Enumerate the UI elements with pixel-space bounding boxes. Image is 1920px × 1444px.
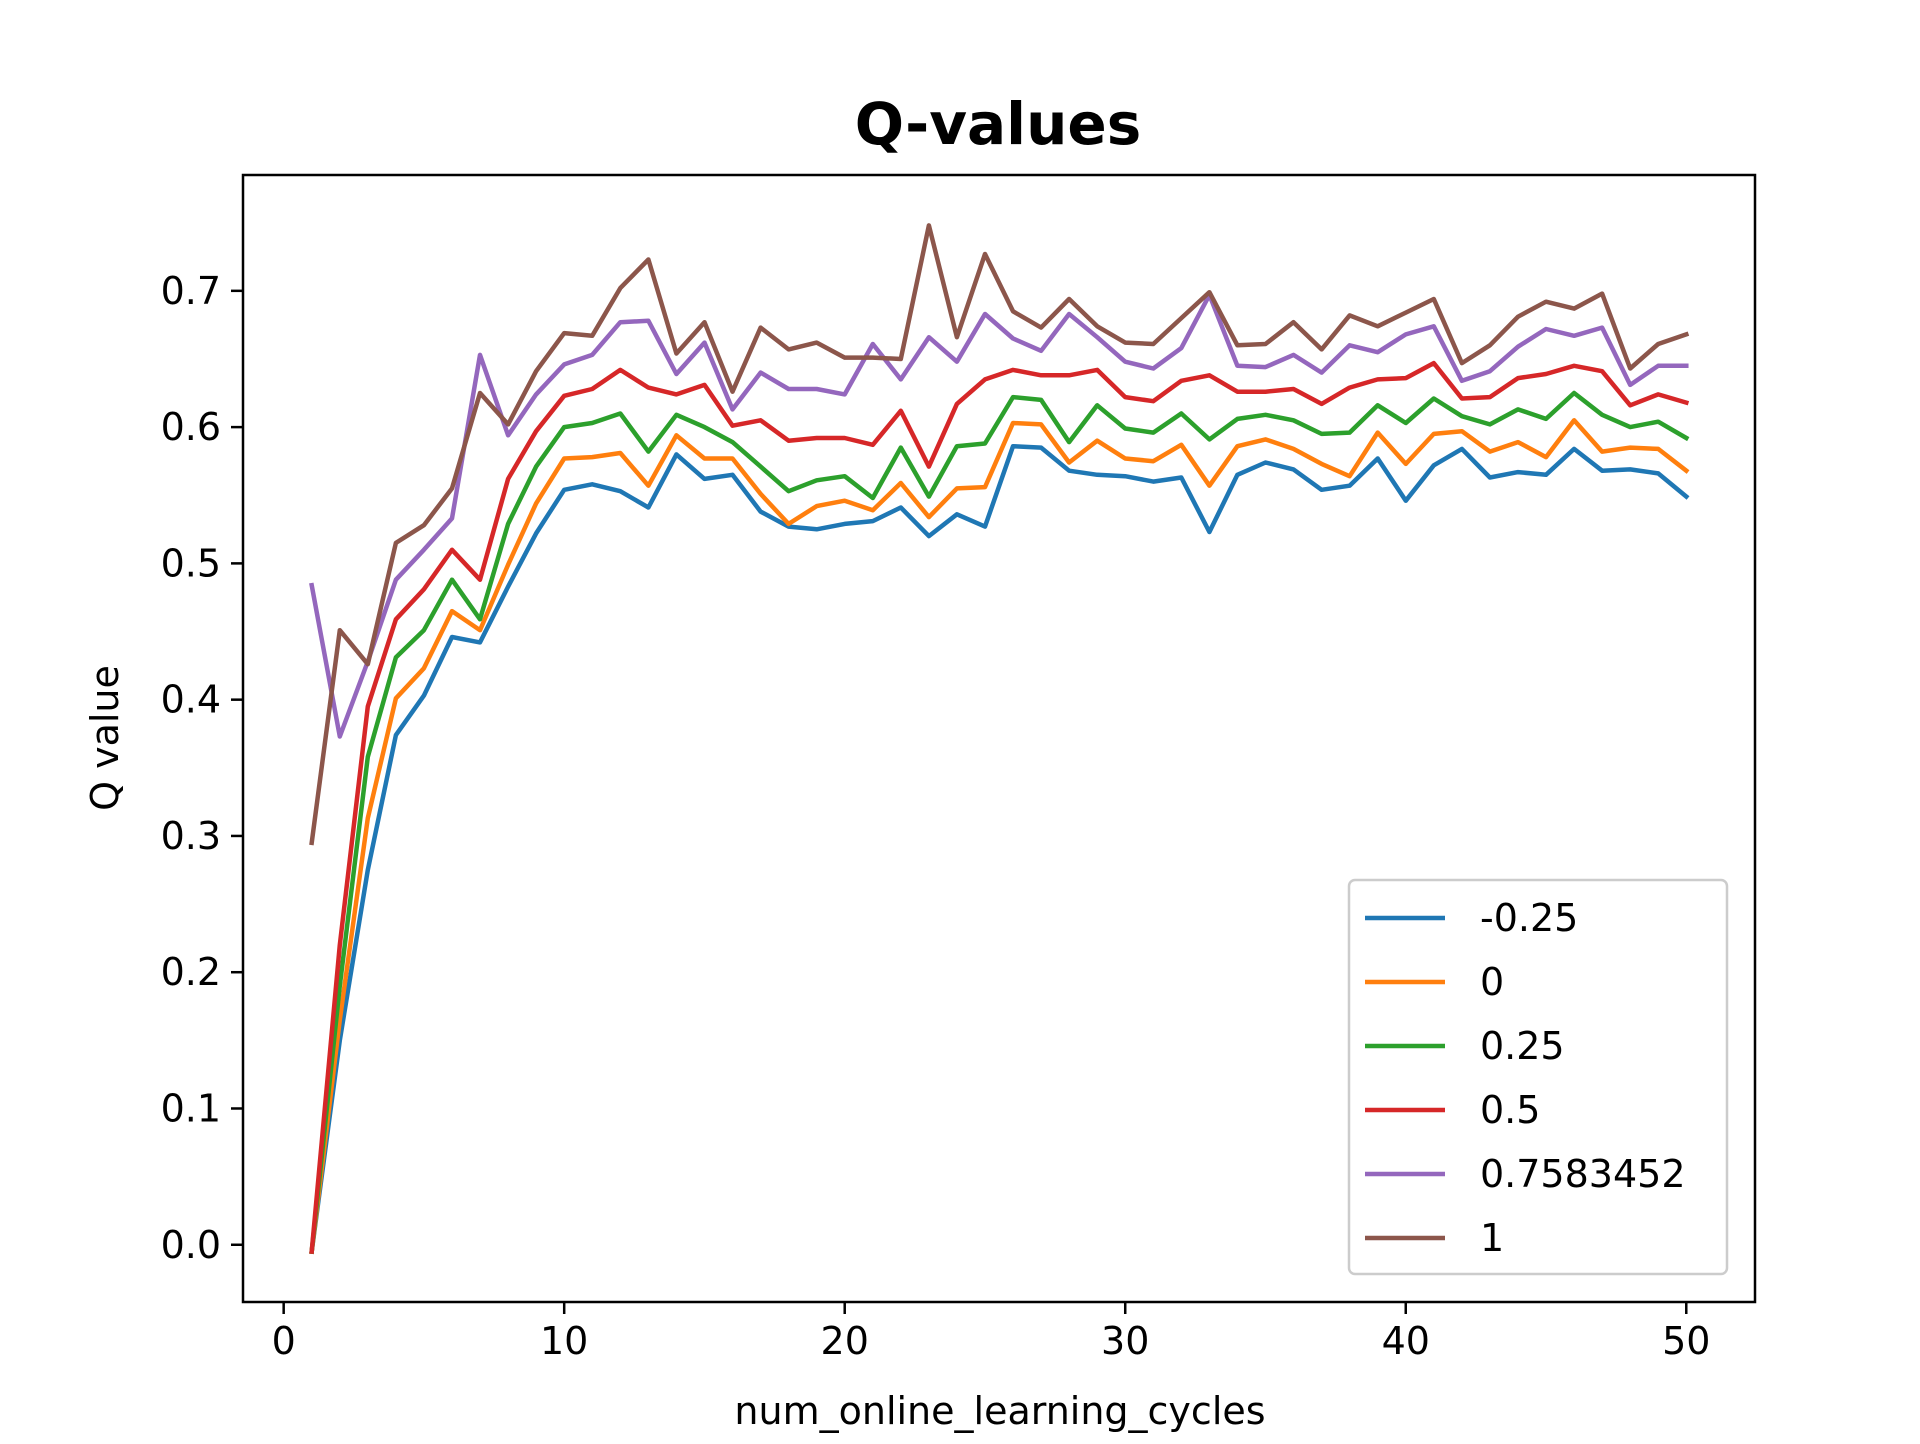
- y-axis-ticks: 0.0 0.1 0.2 0.3 0.4 0.5 0.6 0.7: [161, 269, 243, 1267]
- legend-label: 0.7583452: [1480, 1152, 1686, 1196]
- y-tick-label: 0.3: [161, 814, 221, 858]
- y-tick-label: 0.0: [161, 1223, 221, 1267]
- series-line-0: [309, 443, 1690, 1255]
- series-line-1: [309, 418, 1690, 1255]
- chart-title: Q-values: [855, 90, 1141, 158]
- x-tick-label: 10: [540, 1319, 588, 1363]
- y-tick-label: 0.2: [161, 950, 221, 994]
- x-axis-ticks: 0 10 20 30 40 50: [272, 1302, 1710, 1363]
- y-axis-label: Q value: [83, 665, 127, 811]
- legend-label: 0.25: [1480, 1024, 1565, 1068]
- y-tick-label: 0.5: [161, 541, 221, 585]
- legend: -0.25 0 0.25 0.5 0.7583452 1: [1347, 878, 1729, 1276]
- series-line-5: [309, 223, 1690, 846]
- legend-label: 1: [1480, 1216, 1504, 1260]
- legend-label: 0.5: [1480, 1088, 1540, 1132]
- y-tick-label: 0.1: [161, 1086, 221, 1130]
- legend-label: -0.25: [1480, 896, 1578, 940]
- x-tick-label: 40: [1382, 1319, 1430, 1363]
- series-group: [309, 223, 1690, 1255]
- axes-frame: [241, 173, 1757, 1304]
- x-tick-label: 20: [821, 1319, 869, 1363]
- series-line-4: [309, 292, 1689, 739]
- x-tick-label: 0: [272, 1319, 296, 1363]
- series-line-2: [309, 390, 1690, 1255]
- y-tick-label: 0.7: [161, 269, 221, 313]
- series-line-3: [309, 360, 1690, 1255]
- y-tick-label: 0.6: [161, 405, 221, 449]
- x-tick-label: 30: [1101, 1319, 1149, 1363]
- x-tick-label: 50: [1662, 1319, 1710, 1363]
- legend-label: 0: [1480, 960, 1504, 1004]
- y-tick-label: 0.4: [161, 678, 221, 722]
- x-axis-label: num_online_learning_cycles: [734, 1389, 1265, 1433]
